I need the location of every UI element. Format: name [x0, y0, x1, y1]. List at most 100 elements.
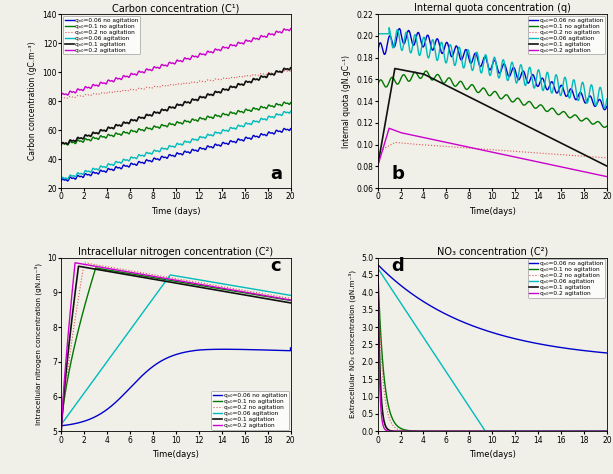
X-axis label: Time (days): Time (days): [151, 207, 200, 216]
qₙ₀=0.2 no agitation: [238, 74, 245, 80]
Title: Intracellular nitrogen concentration (C²): Intracellular nitrogen concentration (C²…: [78, 247, 273, 257]
Legend: qₙ₀=0.06 no agitation, qₙ₀=0.1 no agitation, qₙ₀=0.2 no agitation, qₙ₀=0.06 agit: qₙ₀=0.06 no agitation, qₙ₀=0.1 no agitat…: [528, 16, 605, 55]
qₙ₀=0.2 no agitation: [69, 94, 77, 100]
qₙ₀=0.1 no agitation: [386, 79, 393, 84]
qₙ₀=0.2 agitation: [603, 428, 611, 434]
Legend: qₙ₀=0.06 no agitation, qₙ₀=0.1 no agitation, qₙ₀=0.2 no agitation, qₙ₀=0.06 agit: qₙ₀=0.06 no agitation, qₙ₀=0.1 no agitat…: [211, 391, 289, 429]
Line: qₙ₀=0.1 no agitation: qₙ₀=0.1 no agitation: [61, 268, 291, 428]
qₙ₀=0.2 no agitation: [287, 68, 294, 73]
qₙ₀=0.06 no agitation: [287, 345, 294, 351]
qₙ₀=0.1 no agitation: [601, 125, 608, 130]
qₙ₀=0.2 no agitation: [596, 428, 604, 434]
qₙ₀=0.06 no agitation: [280, 126, 287, 131]
Line: qₙ₀=0.1 agitation: qₙ₀=0.1 agitation: [378, 264, 607, 431]
qₙ₀=0.1 no agitation: [169, 121, 177, 127]
qₙ₀=0.1 no agitation: [479, 85, 487, 91]
qₙ₀=0.1 agitation: [280, 299, 287, 305]
qₙ₀=0.06 agitation: [479, 425, 487, 430]
qₙ₀=0.06 agitation: [479, 63, 487, 69]
qₙ₀=0.06 no agitation: [287, 126, 294, 131]
qₙ₀=0.1 agitation: [69, 138, 77, 144]
qₙ₀=0.06 agitation: [555, 82, 562, 87]
qₙ₀=0.06 no agitation: [69, 421, 77, 427]
qₙ₀=0.06 no agitation: [169, 353, 177, 358]
qₙ₀=0.06 agitation: [163, 146, 170, 152]
qₙ₀=0.06 agitation: [167, 272, 174, 278]
qₙ₀=0.1 agitation: [280, 66, 287, 72]
qₙ₀=0.1 no agitation: [287, 298, 294, 303]
Line: qₙ₀=0.2 agitation: qₙ₀=0.2 agitation: [378, 264, 607, 431]
Line: qₙ₀=0.06 agitation: qₙ₀=0.06 agitation: [378, 28, 607, 108]
Text: c: c: [270, 257, 281, 275]
qₙ₀=0.06 no agitation: [281, 126, 288, 131]
qₙ₀=0.06 agitation: [485, 428, 493, 434]
qₙ₀=0.06 no agitation: [64, 178, 71, 184]
qₙ₀=0.1 no agitation: [169, 278, 177, 283]
qₙ₀=0.06 no agitation: [374, 49, 381, 55]
qₙ₀=0.2 no agitation: [58, 95, 65, 101]
Text: d: d: [391, 257, 404, 275]
qₙ₀=0.06 agitation: [374, 265, 381, 271]
qₙ₀=0.2 no agitation: [374, 262, 381, 267]
Line: qₙ₀=0.1 agitation: qₙ₀=0.1 agitation: [378, 69, 607, 166]
qₙ₀=0.1 agitation: [596, 428, 604, 434]
qₙ₀=0.2 agitation: [485, 149, 493, 155]
qₙ₀=0.2 agitation: [479, 428, 487, 434]
qₙ₀=0.1 no agitation: [422, 68, 430, 74]
qₙ₀=0.1 agitation: [163, 108, 170, 114]
qₙ₀=0.06 agitation: [287, 109, 294, 114]
qₙ₀=0.2 no agitation: [58, 428, 65, 434]
qₙ₀=0.1 no agitation: [163, 124, 170, 129]
qₙ₀=0.06 agitation: [163, 277, 170, 283]
qₙ₀=0.2 no agitation: [554, 428, 562, 434]
qₙ₀=0.1 no agitation: [58, 425, 65, 431]
qₙ₀=0.06 agitation: [280, 292, 287, 297]
qₙ₀=0.1 no agitation: [479, 428, 487, 434]
qₙ₀=0.1 no agitation: [280, 100, 287, 105]
qₙ₀=0.06 agitation: [596, 428, 604, 434]
qₙ₀=0.2 agitation: [287, 26, 294, 32]
Line: qₙ₀=0.1 agitation: qₙ₀=0.1 agitation: [61, 68, 291, 145]
qₙ₀=0.1 agitation: [75, 264, 82, 269]
qₙ₀=0.06 no agitation: [58, 423, 65, 428]
qₙ₀=0.2 no agitation: [280, 68, 287, 73]
qₙ₀=0.2 agitation: [69, 281, 77, 286]
qₙ₀=0.1 agitation: [386, 97, 393, 103]
qₙ₀=0.1 agitation: [374, 262, 381, 267]
qₙ₀=0.2 agitation: [596, 173, 604, 178]
qₙ₀=0.06 agitation: [287, 292, 294, 298]
qₙ₀=0.06 agitation: [386, 283, 393, 289]
qₙ₀=0.1 no agitation: [386, 407, 393, 412]
qₙ₀=0.2 no agitation: [479, 146, 487, 152]
qₙ₀=0.06 no agitation: [238, 346, 245, 352]
qₙ₀=0.2 agitation: [596, 428, 604, 434]
qₙ₀=0.1 agitation: [596, 428, 604, 434]
qₙ₀=0.06 agitation: [374, 31, 381, 36]
Line: qₙ₀=0.06 no agitation: qₙ₀=0.06 no agitation: [61, 348, 291, 426]
qₙ₀=0.1 no agitation: [163, 277, 170, 283]
qₙ₀=0.06 no agitation: [163, 356, 170, 361]
qₙ₀=0.2 agitation: [169, 60, 177, 66]
qₙ₀=0.2 no agitation: [280, 294, 287, 300]
qₙ₀=0.06 agitation: [69, 405, 77, 411]
Line: qₙ₀=0.2 no agitation: qₙ₀=0.2 no agitation: [378, 142, 607, 158]
Line: qₙ₀=0.06 agitation: qₙ₀=0.06 agitation: [61, 275, 291, 424]
qₙ₀=0.1 agitation: [479, 428, 487, 434]
qₙ₀=0.2 agitation: [280, 26, 287, 32]
qₙ₀=0.2 agitation: [596, 173, 604, 178]
qₙ₀=0.06 agitation: [601, 105, 608, 111]
qₙ₀=0.1 agitation: [238, 82, 245, 87]
qₙ₀=0.06 no agitation: [596, 97, 604, 103]
qₙ₀=0.06 no agitation: [601, 107, 608, 112]
qₙ₀=0.2 no agitation: [169, 275, 177, 281]
qₙ₀=0.06 no agitation: [386, 33, 393, 39]
X-axis label: Time(days): Time(days): [469, 450, 516, 459]
qₙ₀=0.06 no agitation: [596, 97, 604, 103]
qₙ₀=0.1 no agitation: [238, 109, 246, 114]
qₙ₀=0.1 agitation: [280, 299, 287, 305]
qₙ₀=0.1 agitation: [485, 104, 493, 110]
qₙ₀=0.2 no agitation: [280, 294, 287, 300]
qₙ₀=0.2 no agitation: [386, 143, 393, 148]
qₙ₀=0.06 no agitation: [386, 273, 393, 279]
qₙ₀=0.1 no agitation: [603, 123, 611, 129]
